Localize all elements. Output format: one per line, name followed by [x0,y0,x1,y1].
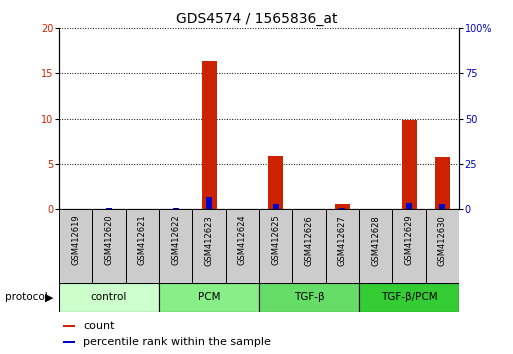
Text: GSM412630: GSM412630 [438,215,447,266]
Bar [273,204,279,209]
Bar [192,209,226,283]
Text: protocol: protocol [5,292,48,302]
Text: ▶: ▶ [45,292,53,302]
Text: PCM: PCM [198,292,220,302]
Text: TGF-β/PCM: TGF-β/PCM [381,292,438,302]
Bar [326,209,359,283]
Bar [402,120,417,209]
Text: GSM412622: GSM412622 [171,215,180,266]
Text: GSM412626: GSM412626 [305,215,313,266]
Bar [392,209,426,283]
Bar [173,207,179,209]
Text: GSM412629: GSM412629 [405,215,413,266]
Text: GSM412625: GSM412625 [271,215,280,266]
Text: GSM412623: GSM412623 [205,215,213,266]
Bar [59,283,159,312]
Text: GSM412620: GSM412620 [105,215,113,266]
Text: percentile rank within the sample: percentile rank within the sample [83,337,271,347]
Text: count: count [83,321,114,331]
Text: GSM412628: GSM412628 [371,215,380,266]
Bar [426,209,459,283]
Text: GDS4574 / 1565836_at: GDS4574 / 1565836_at [176,12,337,27]
Bar [92,209,126,283]
Bar [126,209,159,283]
Bar [202,61,216,209]
Bar [259,283,359,312]
Bar [106,208,112,209]
Text: GSM412619: GSM412619 [71,215,80,266]
Bar [226,209,259,283]
Bar [335,204,350,209]
Bar [159,209,192,283]
Bar [159,283,259,312]
Text: GSM412621: GSM412621 [138,215,147,266]
Bar [259,209,292,283]
Bar [359,209,392,283]
Bar [268,156,283,209]
Text: GSM412624: GSM412624 [238,215,247,266]
Text: control: control [91,292,127,302]
Bar [435,156,450,209]
Bar [63,341,75,343]
Bar [292,209,326,283]
Bar [340,208,345,209]
Bar [63,325,75,327]
Bar [359,283,459,312]
Bar [206,198,212,209]
Text: GSM412627: GSM412627 [338,215,347,266]
Text: TGF-β: TGF-β [294,292,324,302]
Bar [406,203,412,209]
Bar [59,209,92,283]
Bar [440,204,445,209]
